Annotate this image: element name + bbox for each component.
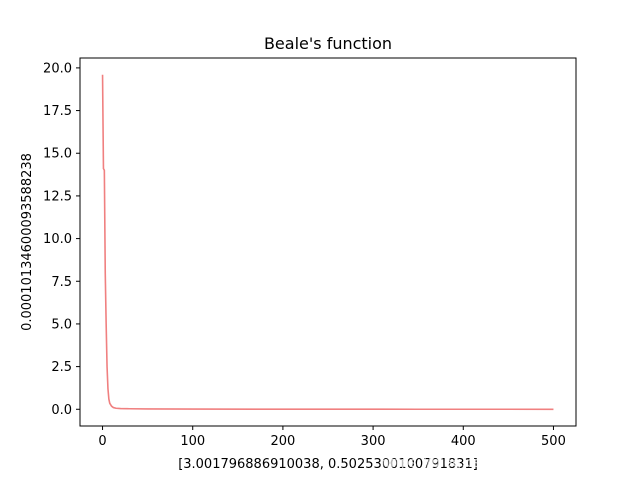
y-axis-ticks: 0.0 2.5 5.0 7.5 10.0 12.5 15.0 17.5 20.0 (43, 61, 80, 418)
y-tick-label: 12.5 (43, 189, 72, 204)
x-tick-label: 400 (451, 434, 476, 449)
y-tick-label: 20.0 (43, 61, 72, 76)
axes-frame (79, 57, 577, 427)
y-tick-label: 17.5 (43, 104, 72, 119)
x-axis-ticks: 0 100 200 300 400 500 (98, 426, 566, 449)
y-tick-label: 15.0 (43, 147, 72, 162)
y-tick-label: 5.0 (51, 317, 72, 332)
x-tick-label: 500 (541, 434, 566, 449)
watermark-text: https://blog.csdn.net/FemaleHacker (381, 455, 630, 471)
series-line (101, 74, 554, 411)
x-tick-label: 0 (98, 434, 106, 449)
y-tick-label: 10.0 (43, 232, 72, 247)
x-axis-label: [3.001796886910038, 0.5025300100791831] (178, 457, 478, 472)
y-tick-label: 7.5 (51, 275, 72, 290)
plot-layer (101, 74, 554, 411)
y-tick-label: 2.5 (51, 360, 72, 375)
y-axis-label: 0.00010134600093588238 (20, 153, 35, 331)
x-tick-label: 200 (270, 434, 295, 449)
y-tick-label: 0.0 (51, 403, 72, 418)
x-tick-label: 300 (361, 434, 386, 449)
chart-title: Beale's function (264, 34, 392, 53)
x-tick-label: 100 (180, 434, 205, 449)
